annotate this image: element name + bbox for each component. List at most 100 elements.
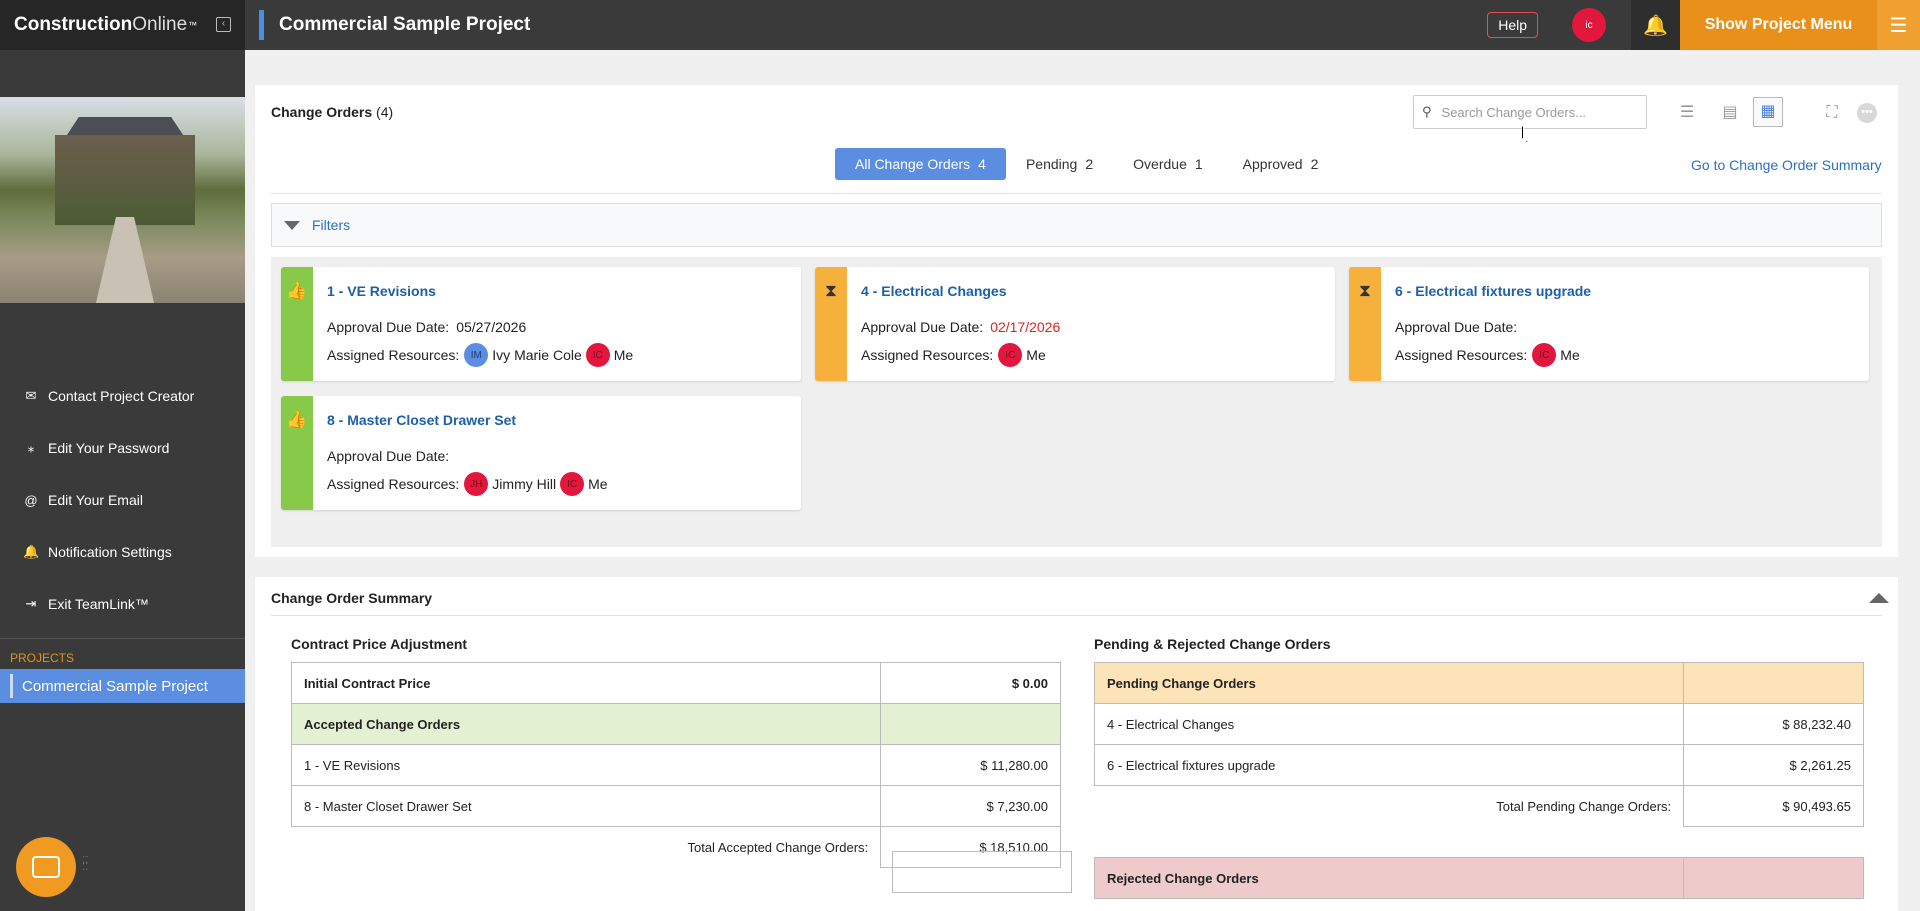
card-title[interactable]: 4 - Electrical Changes (861, 283, 1007, 299)
sidebar-item-notification-settings[interactable]: 🔔 Notification Settings (0, 526, 245, 578)
avatar: IC (998, 343, 1023, 367)
grid-view-icon[interactable]: ▦ (1753, 97, 1783, 127)
change-order-summary-panel: Change Order Summary Contract Price Adju… (255, 577, 1898, 911)
change-order-card[interactable]: ⧗ 4 - Electrical Changes Approval Due Da… (815, 267, 1335, 381)
search-input[interactable]: ⚲ Search Change Orders... (1413, 95, 1647, 129)
resource-name: Jimmy Hill (492, 476, 557, 492)
change-orders-count: (4) (376, 104, 394, 120)
sidebar-item-label: Exit TeamLink™ (48, 596, 149, 612)
card-title[interactable]: 8 - Master Closet Drawer Set (327, 412, 517, 428)
sidebar-item-edit-email[interactable]: @ Edit Your Email (0, 474, 245, 526)
thumbs-up-icon: 👍 (281, 267, 313, 381)
brand-trademark: ™ (188, 20, 198, 30)
thumbs-up-icon: 👍 (281, 396, 313, 510)
resource-name: Ivy Marie Cole (492, 347, 582, 363)
sidebar-item-label: Edit Your Email (48, 492, 143, 508)
bell-icon: 🔔 (1643, 14, 1668, 37)
rejected-header: Rejected Change Orders (1093, 857, 1685, 899)
sidebar-menu: ✉ Contact Project Creator ⁎ Edit Your Pass… (0, 370, 245, 630)
tab-overdue[interactable]: Overdue 1 (1113, 148, 1223, 180)
chat-button[interactable] (16, 837, 76, 897)
more-options-icon[interactable]: ••• (1857, 103, 1877, 123)
cards-grid: 👍 1 - VE Revisions Approval Due Date: 05/… (271, 257, 1882, 547)
sidebar-item-contact-project-creator[interactable]: ✉ Contact Project Creator (0, 370, 245, 422)
filters-toggle[interactable]: Filters (271, 203, 1882, 247)
resources-row: Assigned Resources: IM Ivy Marie Cole IC M… (327, 343, 637, 367)
card-title[interactable]: 6 - Electrical fixtures upgrade (1395, 283, 1592, 299)
table-row: 6 - Electrical fixtures upgrade $ 2,261.2… (1093, 744, 1864, 786)
change-orders-title: Change Orders (271, 104, 373, 120)
brand-logo[interactable]: Construction Online ™ ‹ (0, 0, 245, 50)
tab-approved[interactable]: Approved 2 (1223, 148, 1339, 180)
tab-label: Approved (1242, 156, 1303, 172)
table-row: Total Pending Change Orders: $ 90,493.65 (1095, 785, 1864, 827)
sidebar-item-exit-teamlink[interactable]: ⇥ Exit TeamLink™ (0, 578, 245, 630)
change-order-card[interactable]: 👍 1 - VE Revisions Approval Due Date: 05/… (281, 267, 801, 381)
collapse-caret-icon[interactable] (1869, 593, 1889, 603)
summary-title: Change Order Summary (271, 590, 433, 606)
initial-price-label: Initial Contract Price (290, 662, 882, 704)
drag-handle-icon[interactable]: ⁚⁚ ⁚⁚ (82, 855, 89, 873)
tab-pending[interactable]: Pending 2 (1006, 148, 1113, 180)
resource-name: Me (588, 476, 608, 492)
avatar: JH (464, 472, 489, 496)
card-title[interactable]: 1 - VE Revisions (327, 283, 436, 299)
table-row: Initial Contract Price $ 0.00 (290, 662, 1061, 704)
avatar: IC (1532, 343, 1557, 367)
resource-name: Me (1560, 347, 1580, 363)
tab-count: 2 (1310, 156, 1319, 172)
projects-heading: PROJECTS (10, 651, 75, 665)
search-placeholder: Search Change Orders... (1441, 104, 1587, 120)
row-value: $ 2,261.25 (1683, 744, 1864, 786)
resources-row: Assigned Resources: IC Me (1395, 343, 1584, 367)
pending-table: Pending Change Orders 4 - Electrical Cha… (1093, 662, 1864, 827)
partial-table (892, 851, 1072, 893)
approval-row: Approval Due Date: 02/17/2026 (861, 319, 1060, 335)
total-value: $ 90,493.65 (1683, 785, 1864, 827)
change-order-card[interactable]: ⧗ 6 - Electrical fixtures upgrade Approv… (1349, 267, 1869, 381)
resources-label: Assigned Resources: (327, 476, 460, 492)
caret-down-icon (284, 220, 300, 230)
filters-label: Filters (312, 217, 351, 233)
tab-count: 4 (978, 156, 986, 172)
go-to-summary-link[interactable]: Go to Change Order Summary (1691, 157, 1882, 173)
row-value: $ 88,232.40 (1683, 703, 1864, 745)
menu-toggle-icon[interactable]: ☰ (1877, 0, 1920, 50)
brand-name-bold: Construction (14, 14, 133, 35)
table-row: Accepted Change Orders (290, 703, 1061, 745)
divider (271, 615, 1882, 616)
approval-date: 05/27/2026 (456, 319, 527, 335)
project-title: Commercial Sample Project (279, 14, 531, 35)
approval-label: Approval Due Date: (1395, 319, 1518, 335)
table-row: Pending Change Orders (1093, 662, 1864, 704)
total-label: Total Accepted Change Orders: (687, 839, 869, 855)
tab-all-change-orders[interactable]: All Change Orders 4 (835, 148, 1006, 180)
approval-label: Approval Due Date: (861, 319, 984, 335)
total-label: Total Pending Change Orders: (1496, 798, 1672, 814)
project-photo (0, 97, 245, 303)
sidebar-item-edit-password[interactable]: ⁎ Edit Your Password (0, 422, 245, 474)
avatar: IC (585, 343, 610, 367)
fullscreen-icon[interactable]: ⛶ (1826, 104, 1838, 121)
user-avatar[interactable]: ic (1572, 8, 1606, 42)
hourglass-icon: ⧗ (815, 267, 847, 381)
list-view-icon[interactable]: ☰ (1679, 104, 1695, 121)
at-icon: @ (24, 492, 38, 508)
tab-label: Pending (1025, 156, 1078, 172)
help-button[interactable]: Help (1487, 12, 1538, 38)
sidebar-item-active-project[interactable]: Commercial Sample Project (0, 669, 245, 703)
divider (271, 193, 1882, 194)
brand-name-light: Online (132, 14, 188, 35)
tab-count: 2 (1085, 156, 1094, 172)
change-order-card[interactable]: 👍 8 - Master Closet Drawer Set Approval … (281, 396, 801, 510)
top-bar: Construction Online ™ ‹ Commercial Sample … (0, 0, 1920, 50)
rejected-table: Rejected Change Orders (1093, 857, 1864, 899)
approval-row: Approval Due Date: 05/27/2026 (327, 319, 526, 335)
resources-label: Assigned Resources: (327, 347, 460, 363)
sidebar-item-label: Notification Settings (48, 544, 172, 560)
show-project-menu-button[interactable]: Show Project Menu (1680, 0, 1877, 50)
contract-adjustment-table: Initial Contract Price $ 0.00 Accepted Ch… (290, 662, 1061, 868)
detail-list-view-icon[interactable]: ▤ (1722, 104, 1738, 121)
collapse-sidebar-icon[interactable]: ‹ (216, 17, 231, 32)
notifications-button[interactable]: 🔔 (1631, 0, 1680, 50)
